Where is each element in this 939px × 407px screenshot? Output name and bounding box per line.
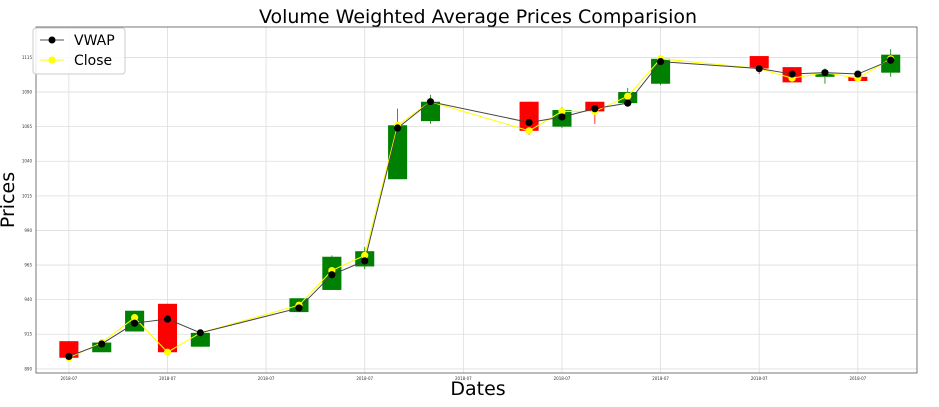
- y-tick-label: 915: [24, 332, 32, 337]
- x-axis-label: Dates: [450, 378, 505, 400]
- legend-vwap-marker: [48, 36, 56, 44]
- legend-close-label: Close: [74, 53, 112, 69]
- y-axis-label: Prices: [0, 172, 19, 228]
- close-point: [624, 92, 632, 100]
- x-tick-label: 2018-07: [258, 376, 275, 381]
- candle-down: [157, 303, 178, 353]
- vwap-point: [131, 319, 139, 327]
- vwap-point: [426, 98, 435, 106]
- vwap-point: [558, 113, 566, 121]
- candle-up: [651, 58, 671, 84]
- vwap-point: [854, 70, 862, 78]
- plot-frame: [35, 26, 918, 374]
- close-point: [163, 348, 172, 356]
- grid-lines: [36, 27, 917, 373]
- vwap-point: [163, 315, 172, 323]
- y-tick-label: 940: [24, 297, 32, 302]
- chart-title: Volume Weighted Average Prices Comparisi…: [259, 6, 697, 28]
- vwap-point: [361, 257, 369, 265]
- vwap-point: [788, 70, 796, 78]
- vwap-point: [525, 118, 533, 127]
- candle-down: [59, 341, 79, 358]
- close-point: [558, 107, 566, 116]
- candle-up: [388, 125, 408, 180]
- legend-close-marker: [48, 56, 56, 64]
- x-tick-label: 2018-07: [61, 376, 78, 381]
- x-tick-label: 2018-07: [554, 376, 571, 381]
- candle-up: [190, 332, 210, 347]
- close-line: [68, 58, 891, 359]
- y-tick-label: 1090: [22, 90, 33, 95]
- y-tick-label: 990: [24, 228, 32, 233]
- vwap-point: [887, 56, 895, 64]
- legend-vwap-label: VWAP: [74, 33, 115, 49]
- vwap-point: [328, 271, 336, 279]
- vwap-point: [295, 304, 303, 312]
- tick-labels: 890 915 940 965 990 1015 1040 1065 1090 1115 2018-…: [22, 55, 867, 381]
- vwap-point: [196, 329, 204, 337]
- vwap-point: [755, 64, 763, 73]
- legend: VWAP Close: [32, 27, 126, 75]
- vwap-point: [591, 105, 599, 113]
- x-tick-label: 2018-07: [751, 376, 768, 381]
- x-tick-label: 2018-07: [455, 376, 472, 381]
- y-tick-label: 1065: [22, 124, 33, 129]
- close-point: [361, 251, 369, 259]
- vwap-line: [68, 59, 891, 357]
- vwap-point: [394, 124, 402, 132]
- close-point: [131, 314, 139, 322]
- y-tick-label: 1015: [22, 193, 33, 198]
- vwap-point: [624, 99, 632, 107]
- candle-down: [519, 101, 539, 131]
- series-lines: [68, 58, 891, 359]
- series-markers: [65, 55, 895, 362]
- x-tick-label: 2018-07: [356, 376, 373, 381]
- y-tick-label: 965: [24, 263, 32, 268]
- vwap-point: [65, 352, 73, 360]
- candle-up: [420, 101, 441, 122]
- x-tick-label: 2018-07: [849, 376, 866, 381]
- candle-down: [749, 56, 769, 69]
- x-tick-label: 2018-07: [159, 376, 176, 381]
- close-point: [525, 127, 533, 135]
- vwap-point: [98, 340, 106, 348]
- vwap-point: [656, 58, 665, 66]
- y-tick-label: 1115: [22, 55, 33, 60]
- vwap-point: [821, 69, 829, 77]
- x-tick-label: 2018-07: [652, 376, 669, 381]
- y-tick-label: 890: [24, 366, 32, 371]
- y-tick-label: 1040: [22, 159, 33, 164]
